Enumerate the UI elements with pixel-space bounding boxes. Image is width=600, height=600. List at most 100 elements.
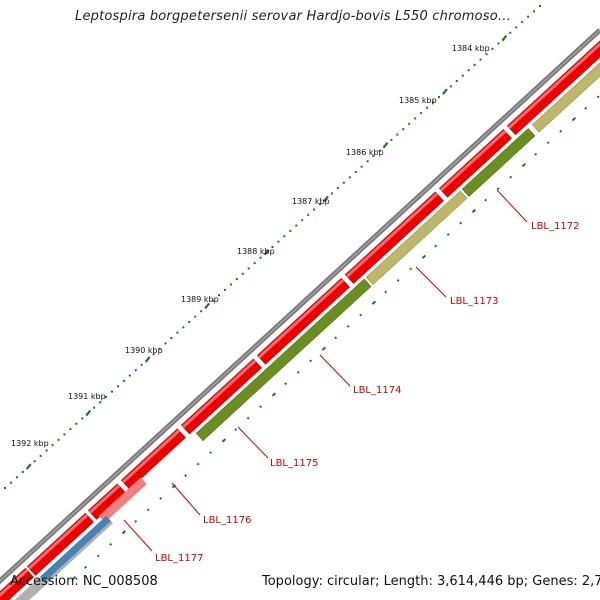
- gene-label[interactable]: LBL_1177: [155, 553, 203, 564]
- outer-dot: [491, 47, 494, 50]
- gene-label[interactable]: LBL_1176: [203, 515, 251, 526]
- scale-tick-label: 1385 kbp: [399, 96, 437, 105]
- outer-dot: [122, 379, 125, 382]
- gene-label[interactable]: LBL_1175: [270, 458, 318, 469]
- cds-highlight: [122, 429, 181, 484]
- outer-dot: [194, 315, 197, 318]
- outer-dot: [81, 417, 84, 420]
- feature-blue: [40, 515, 112, 583]
- outer-dot: [9, 481, 12, 484]
- outer-dot: [539, 5, 541, 7]
- inner-tick: [209, 451, 213, 454]
- outer-dot: [366, 160, 369, 163]
- outer-dot: [176, 331, 179, 334]
- map-title: Leptospira borgpetersenii serovar Hardjo…: [75, 9, 512, 24]
- inner-tick: [246, 416, 250, 420]
- inner-tick: [334, 336, 338, 340]
- feature-gray: [14, 576, 47, 600]
- outer-dot: [509, 31, 512, 34]
- outer-dot: [188, 320, 191, 323]
- inner-tick: [534, 152, 538, 156]
- outer-dot: [134, 369, 137, 372]
- gene-leader-line: [171, 482, 201, 516]
- gene-label[interactable]: LBL_1173: [450, 296, 498, 307]
- outer-dot: [164, 342, 167, 345]
- inner-tick: [459, 221, 463, 225]
- inner-tick: [221, 438, 227, 443]
- inner-tick: [409, 267, 413, 271]
- cds-highlight: [0, 569, 29, 598]
- outer-dot: [259, 256, 262, 259]
- inner-tick: [96, 554, 100, 558]
- scale-tick-label: 1387 kbp: [292, 197, 330, 206]
- outer-dot: [4, 487, 6, 489]
- outer-dot: [39, 454, 42, 457]
- outer-dot: [414, 117, 417, 120]
- outer-dot: [241, 272, 244, 275]
- outer-dot: [521, 21, 524, 24]
- scale-tick-label: 1389 kbp: [181, 295, 219, 304]
- scale-tick-label: 1386 kbp: [346, 148, 384, 157]
- inner-tick: [384, 290, 388, 294]
- reverse-feature-track: [14, 62, 600, 600]
- outer-dot: [128, 374, 131, 377]
- cds-block: [256, 277, 350, 365]
- gene-leader-line: [123, 519, 153, 552]
- cds-highlight: [89, 484, 121, 514]
- outer-dot: [277, 240, 280, 243]
- outer-dot: [354, 171, 357, 174]
- outer-major-tick: [382, 142, 389, 149]
- gene-leader-line: [496, 189, 528, 223]
- outer-dot: [218, 294, 220, 297]
- accession-text: Accession: NC_008508: [10, 574, 158, 589]
- inner-tick: [596, 95, 600, 99]
- inner-tick: [296, 370, 300, 374]
- outer-dot: [111, 390, 113, 393]
- outer-dot: [140, 363, 143, 366]
- inner-tick: [396, 279, 400, 282]
- outer-dot: [467, 69, 470, 72]
- outer-dot: [69, 428, 72, 431]
- outer-dot: [229, 283, 232, 286]
- outer-dot: [396, 133, 399, 136]
- outer-dot: [307, 213, 310, 216]
- outer-dot: [271, 246, 274, 248]
- outer-dot: [170, 337, 173, 340]
- inner-tick: [496, 187, 500, 191]
- feature-olive: [195, 278, 372, 442]
- cds-block: [0, 567, 34, 600]
- outer-dot: [527, 15, 530, 18]
- outer-dot: [105, 395, 108, 398]
- forward-cds-track: [0, 40, 600, 600]
- inner-tick-ring: [71, 95, 600, 581]
- outer-dot: [420, 112, 423, 115]
- gene-labels[interactable]: LBL_1172 LBL_1173 LBL_1174 LBL_1175 LBL_1176…: [123, 189, 579, 564]
- inner-tick: [309, 359, 313, 363]
- gene-label[interactable]: LBL_1172: [531, 221, 579, 232]
- inner-tick: [159, 497, 163, 500]
- outer-dot: [253, 262, 256, 265]
- outer-major-tick: [25, 463, 32, 470]
- cds-highlight: [182, 359, 257, 429]
- feature-khaki: [531, 62, 600, 133]
- outer-dot: [515, 26, 518, 29]
- gene-leader-line: [415, 266, 447, 298]
- outer-major-tick: [204, 302, 210, 310]
- inner-tick: [171, 484, 177, 489]
- outer-dot: [247, 267, 250, 270]
- inner-tick: [146, 508, 150, 512]
- outer-dot: [152, 353, 155, 356]
- outer-dot: [336, 187, 339, 190]
- inner-tick: [184, 474, 188, 477]
- gene-label[interactable]: LBL_1174: [353, 385, 401, 396]
- scale-tick-label: 1390 kbp: [125, 346, 163, 355]
- outer-major-tick: [442, 88, 448, 95]
- outer-dot: [449, 85, 452, 88]
- inner-tick: [371, 300, 377, 305]
- inner-tick: [571, 117, 577, 122]
- outer-dot: [455, 79, 458, 82]
- inner-tick: [234, 428, 238, 432]
- outer-dot: [21, 470, 24, 473]
- outer-dot: [63, 433, 66, 436]
- feature-olive: [461, 128, 536, 197]
